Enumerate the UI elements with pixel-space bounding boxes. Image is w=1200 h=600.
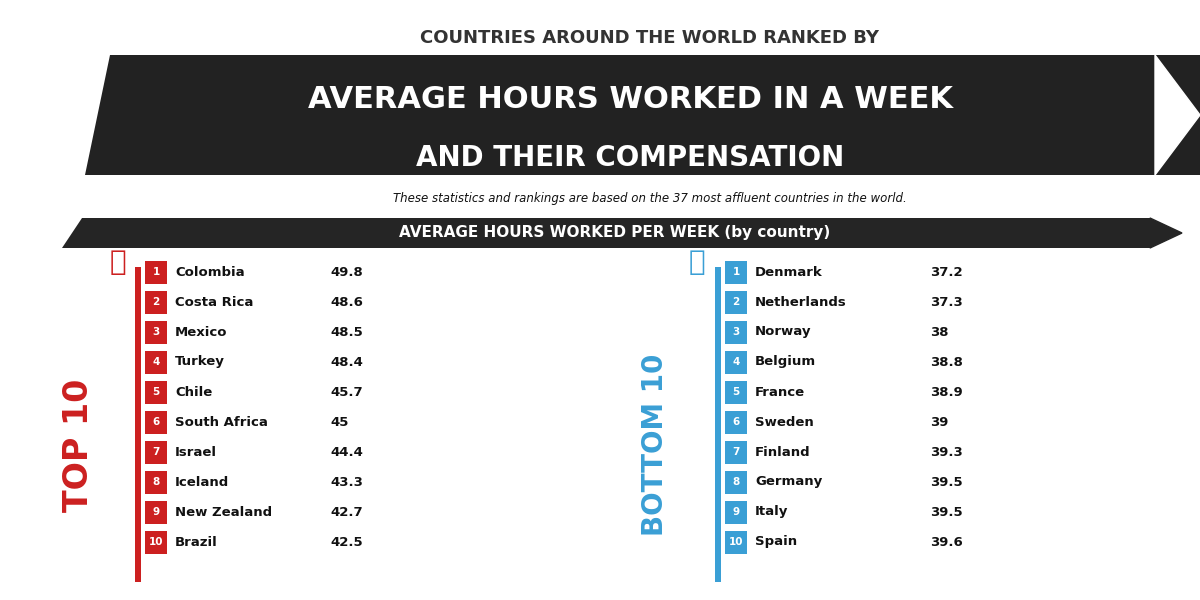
Text: Belgium: Belgium [755,355,816,368]
Text: 4: 4 [152,357,160,367]
Text: 48.4: 48.4 [330,355,362,368]
Text: AVERAGE HOURS WORKED IN A WEEK: AVERAGE HOURS WORKED IN A WEEK [307,85,953,115]
Text: 5: 5 [732,387,739,397]
Text: 38.8: 38.8 [930,355,962,368]
Text: 39.5: 39.5 [930,505,962,518]
Text: 43.3: 43.3 [330,475,362,488]
FancyBboxPatch shape [145,471,167,493]
FancyBboxPatch shape [725,381,746,403]
Text: AND THEIR COMPENSATION: AND THEIR COMPENSATION [416,144,844,172]
Text: Iceland: Iceland [175,475,229,488]
Text: 39.3: 39.3 [930,445,962,458]
Text: 10: 10 [728,537,743,547]
FancyBboxPatch shape [134,267,140,582]
Text: Turkey: Turkey [175,355,224,368]
Text: BOTTOM 10: BOTTOM 10 [641,354,670,536]
Text: Mexico: Mexico [175,325,228,338]
Text: Germany: Germany [755,475,822,488]
FancyBboxPatch shape [725,291,746,313]
FancyBboxPatch shape [725,441,746,463]
Text: Italy: Italy [755,505,788,518]
Text: 5: 5 [152,387,160,397]
Text: Netherlands: Netherlands [755,295,847,308]
Text: COUNTRIES AROUND THE WORLD RANKED BY: COUNTRIES AROUND THE WORLD RANKED BY [420,29,880,47]
Text: 4: 4 [732,357,739,367]
Text: 48.6: 48.6 [330,295,362,308]
Text: 9: 9 [152,507,160,517]
Text: 1: 1 [732,267,739,277]
Text: 42.7: 42.7 [330,505,362,518]
Polygon shape [62,218,1150,248]
Text: AVERAGE HOURS WORKED PER WEEK (by country): AVERAGE HOURS WORKED PER WEEK (by countr… [400,224,830,239]
Text: 38: 38 [930,325,948,338]
FancyBboxPatch shape [145,501,167,523]
Text: 8: 8 [732,477,739,487]
Polygon shape [85,55,1200,175]
FancyBboxPatch shape [725,531,746,553]
Text: Spain: Spain [755,535,797,548]
Text: 6: 6 [732,417,739,427]
Text: 3: 3 [732,327,739,337]
Text: 10: 10 [149,537,163,547]
Text: 3: 3 [152,327,160,337]
Text: 7: 7 [152,447,160,457]
Text: TOP 10: TOP 10 [61,379,95,512]
FancyBboxPatch shape [145,531,167,553]
Text: 42.5: 42.5 [330,535,362,548]
FancyBboxPatch shape [715,267,720,582]
Text: 2: 2 [732,297,739,307]
Text: Finland: Finland [755,445,811,458]
Text: Sweden: Sweden [755,415,814,428]
Text: Chile: Chile [175,385,212,398]
Text: 39.5: 39.5 [930,475,962,488]
Text: 37.2: 37.2 [930,265,962,278]
Text: 8: 8 [152,477,160,487]
Text: Colombia: Colombia [175,265,245,278]
FancyBboxPatch shape [145,291,167,313]
Text: Costa Rica: Costa Rica [175,295,253,308]
Text: 7: 7 [732,447,739,457]
FancyBboxPatch shape [145,261,167,284]
FancyBboxPatch shape [145,411,167,433]
Text: France: France [755,385,805,398]
Text: Denmark: Denmark [755,265,823,278]
Text: 6: 6 [152,417,160,427]
FancyBboxPatch shape [725,351,746,373]
FancyBboxPatch shape [725,411,746,433]
Text: 2: 2 [152,297,160,307]
Text: 37.3: 37.3 [930,295,962,308]
Text: 👎: 👎 [109,248,126,276]
Text: 48.5: 48.5 [330,325,362,338]
Text: 9: 9 [732,507,739,517]
Polygon shape [1150,218,1182,248]
FancyBboxPatch shape [725,261,746,284]
FancyBboxPatch shape [145,381,167,403]
Text: 44.4: 44.4 [330,445,362,458]
FancyBboxPatch shape [725,321,746,343]
FancyBboxPatch shape [725,501,746,523]
Text: 39: 39 [930,415,948,428]
Text: 1: 1 [152,267,160,277]
Text: New Zealand: New Zealand [175,505,272,518]
Text: Norway: Norway [755,325,811,338]
Text: 39.6: 39.6 [930,535,962,548]
Text: 45: 45 [330,415,348,428]
Text: 45.7: 45.7 [330,385,362,398]
Text: 38.9: 38.9 [930,385,962,398]
FancyBboxPatch shape [145,321,167,343]
Text: South Africa: South Africa [175,415,268,428]
Text: 49.8: 49.8 [330,265,362,278]
FancyBboxPatch shape [145,441,167,463]
FancyBboxPatch shape [725,471,746,493]
Text: 👍: 👍 [689,248,706,276]
FancyBboxPatch shape [145,351,167,373]
Polygon shape [1154,55,1200,175]
Text: These statistics and rankings are based on the 37 most affluent countries in the: These statistics and rankings are based … [394,191,907,205]
Text: Brazil: Brazil [175,535,217,548]
Text: Israel: Israel [175,445,217,458]
